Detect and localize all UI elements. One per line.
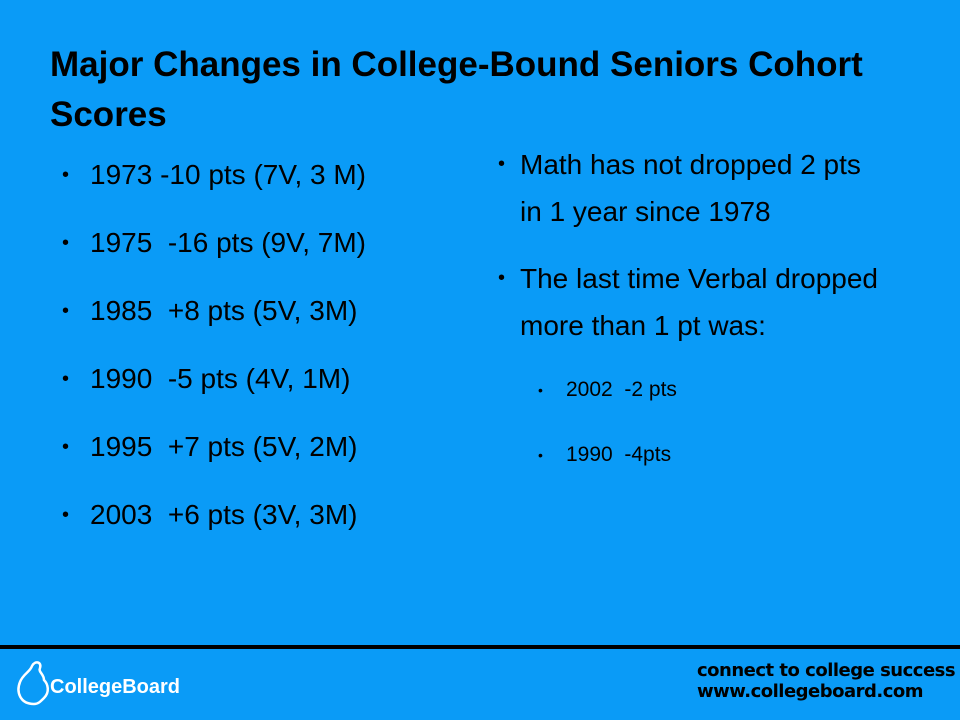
bullet-item: 1985 +8 pts (5V, 3M) [62, 294, 358, 328]
bullet-item: 1973 -10 pts (7V, 3 M) [62, 158, 366, 192]
bullet-item: 2003 +6 pts (3V, 3M) [62, 498, 358, 532]
bullet-item: 1995 +7 pts (5V, 2M) [62, 430, 358, 464]
slide-title: Major Changes in College-Bound Seniors C… [50, 45, 863, 134]
sub-bullet-item: 2002 -2 pts [538, 377, 677, 403]
bullet-item: 1975 -16 pts (9V, 7M) [62, 226, 366, 260]
bullet-item: The last time Verbal dropped more than 1… [498, 255, 890, 349]
logo-text: CollegeBoard [50, 676, 181, 698]
bullet-item: 1990 -5 pts (4V, 1M) [62, 362, 350, 396]
footer-rule [0, 645, 960, 649]
sub-bullet-item: 1990 -4pts [538, 442, 671, 468]
logo-mark [17, 661, 49, 706]
url: www.collegeboard.com [697, 681, 924, 702]
bullet-item: Math has not dropped 2 pts in 1 year sin… [498, 141, 890, 235]
tagline: connect to college success [697, 660, 956, 681]
